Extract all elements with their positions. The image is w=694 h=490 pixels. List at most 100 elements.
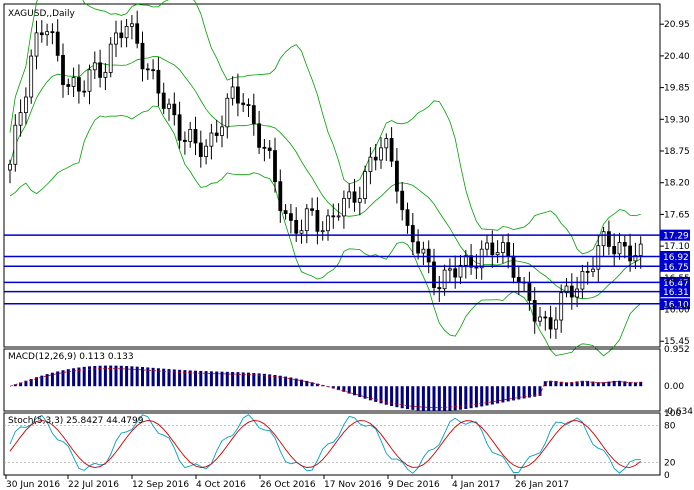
stoch-axis: 100 80 20 0 xyxy=(664,409,681,481)
candle-body xyxy=(564,285,569,294)
price-tick-label: 16.00 xyxy=(664,306,690,316)
price-tick-label: 18.20 xyxy=(664,179,690,189)
candle-body xyxy=(633,255,638,262)
candle-body xyxy=(294,219,299,234)
candle-body xyxy=(151,69,156,72)
candle-body xyxy=(410,225,415,243)
macd-bar xyxy=(406,386,409,410)
macd-tick-label: -0.634 xyxy=(664,407,693,417)
candle-body xyxy=(432,261,436,288)
candle-body xyxy=(543,316,548,319)
macd-bar xyxy=(490,386,494,405)
macd-bar xyxy=(268,374,272,387)
macd-bar xyxy=(607,381,611,387)
candle-body xyxy=(421,248,426,254)
candle-body xyxy=(463,255,468,266)
candle-body xyxy=(469,255,474,268)
macd-bar xyxy=(570,382,574,387)
date-axis: 30 Jun 2016 22 Jul 2016 12 Sep 2016 4 Oct 2… xyxy=(5,475,569,490)
macd-bar xyxy=(284,376,288,387)
macd-bar xyxy=(421,386,425,411)
macd-tick-label: 0.952 xyxy=(664,345,690,355)
macd-bar xyxy=(156,368,160,387)
macd-bar xyxy=(591,381,595,387)
macd-bar xyxy=(199,370,203,387)
macd-bar xyxy=(109,365,113,387)
candle-body xyxy=(495,252,500,256)
candle-body xyxy=(554,319,558,330)
candle-body xyxy=(145,68,150,71)
candle-body xyxy=(34,32,39,57)
macd-bar xyxy=(618,380,621,387)
candle-body xyxy=(283,210,288,215)
macd-bar xyxy=(220,371,224,387)
stoch-label: Stoch(5,3,3) 25.8427 44.4799 xyxy=(8,416,144,426)
candle-body xyxy=(29,55,34,98)
candle-body xyxy=(628,245,632,262)
candle-body xyxy=(352,191,357,203)
macd-bar xyxy=(19,382,23,387)
candle-body xyxy=(373,156,378,161)
candle-body xyxy=(516,276,521,283)
candle-body xyxy=(172,103,177,116)
candle-body xyxy=(538,316,542,322)
candle-body xyxy=(13,124,18,165)
price-tick-label: 20.40 xyxy=(664,52,690,62)
price-pane-border xyxy=(3,3,661,348)
macd-bar xyxy=(61,370,65,387)
stoch-tick-label: 20 xyxy=(664,459,676,469)
candle-body xyxy=(225,97,230,128)
candle-body xyxy=(363,171,368,200)
macd-bar xyxy=(231,371,235,387)
price-tick-label: 16.55 xyxy=(664,274,690,284)
macd-bar xyxy=(342,386,346,392)
level-badge xyxy=(660,286,690,298)
candle-body xyxy=(82,90,87,93)
macd-bar xyxy=(72,368,76,387)
macd-bar xyxy=(98,365,102,387)
macd-bar xyxy=(374,386,378,402)
candle-body xyxy=(267,147,272,151)
macd-bar xyxy=(247,372,250,387)
macd-bar xyxy=(278,375,282,387)
macd-bar xyxy=(88,366,91,387)
candle-body xyxy=(129,23,134,27)
macd-bar xyxy=(384,386,388,405)
macd-bar xyxy=(559,381,563,387)
candle-body xyxy=(400,190,405,211)
macd-bar xyxy=(474,386,478,408)
candle-body xyxy=(389,138,394,162)
macd-bar xyxy=(188,370,192,387)
macd-bar xyxy=(93,365,97,387)
candle-body xyxy=(638,243,643,256)
date-tick-label: 4 Oct 2016 xyxy=(196,480,246,490)
macd-tick-label: 0.00 xyxy=(664,382,684,392)
macd-bar xyxy=(204,371,208,387)
candle-body xyxy=(437,287,442,290)
macd-bar xyxy=(82,366,86,387)
candle-body xyxy=(357,198,362,203)
candle-body xyxy=(596,245,601,270)
candle-body xyxy=(262,146,267,149)
level-badge-label: 16.47 xyxy=(663,279,689,289)
level-badge xyxy=(660,250,690,262)
macd-bar xyxy=(162,368,166,387)
macd-bar xyxy=(586,380,590,387)
date-tick-label: 26 Jan 2017 xyxy=(515,480,569,490)
price-tick-label: 19.85 xyxy=(664,84,690,94)
stoch-layer xyxy=(4,414,660,474)
macd-bar xyxy=(623,381,627,387)
macd-bar xyxy=(194,370,197,387)
candle-body xyxy=(490,242,495,256)
macd-bar xyxy=(135,366,139,387)
macd-bar xyxy=(448,386,452,411)
candle-body xyxy=(50,31,55,34)
level-badge xyxy=(660,260,690,272)
date-tick-label: 26 Oct 2016 xyxy=(260,480,316,490)
level-badge-label: 16.75 xyxy=(663,263,689,273)
candle-body xyxy=(394,160,399,192)
candle-body xyxy=(331,215,336,218)
candle-body xyxy=(426,248,431,263)
